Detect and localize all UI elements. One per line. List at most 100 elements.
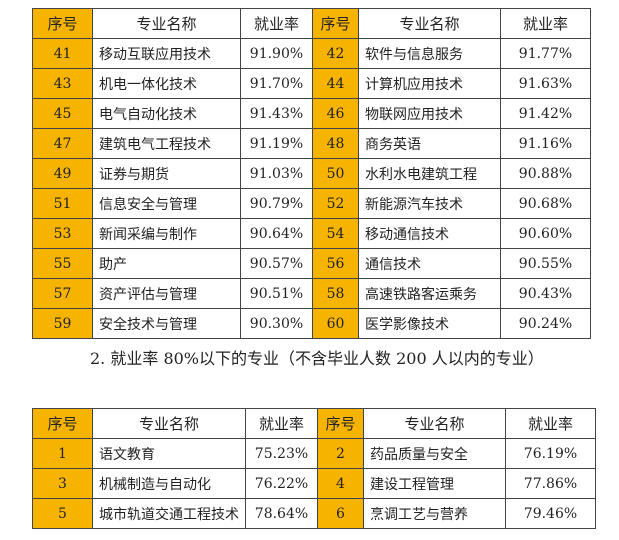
row: 1 语文教育 75.23% 2 药品质量与安全 76.19% (32, 438, 596, 469)
cell: 机械制造与自动化 (92, 468, 246, 499)
cell: 42 (312, 38, 359, 69)
cell: 45 (32, 98, 93, 129)
cell: 物联网应用技术 (358, 98, 501, 129)
cell: 59 (32, 308, 93, 339)
cell: 43 (32, 68, 93, 99)
cell: 91.70% (240, 68, 313, 99)
cell: 56 (312, 248, 359, 279)
row: 57 资产评估与管理 90.51% 58 高速铁路客运乘务 90.43% (32, 278, 591, 309)
cell: 48 (312, 128, 359, 159)
row: 43 机电一体化技术 91.70% 44 计算机应用技术 91.63% (32, 68, 591, 99)
cell: 建设工程管理 (363, 468, 506, 499)
header-cell: 专业名称 (358, 8, 501, 39)
row: 53 新闻采编与制作 90.64% 54 移动通信技术 90.60% (32, 218, 591, 249)
cell: 91.77% (500, 38, 591, 69)
cell: 75.23% (245, 438, 318, 469)
cell: 资产评估与管理 (92, 278, 241, 309)
cell: 90.68% (500, 188, 591, 219)
cell: 6 (317, 498, 364, 529)
cell: 2 (317, 438, 364, 469)
cell: 53 (32, 218, 93, 249)
cell: 药品质量与安全 (363, 438, 506, 469)
cell: 商务英语 (358, 128, 501, 159)
cell: 90.57% (240, 248, 313, 279)
header-row: 序号 专业名称 就业率 序号 专业名称 就业率 (32, 8, 591, 39)
cell: 44 (312, 68, 359, 99)
cell: 90.51% (240, 278, 313, 309)
header-cell: 序号 (317, 408, 364, 439)
cell: 1 (32, 438, 93, 469)
cell: 91.63% (500, 68, 591, 99)
section-heading: 2. 就业率 80%以下的专业（不含毕业人数 200 人以内的专业） (90, 349, 544, 368)
cell: 79.46% (505, 498, 596, 529)
table: 序号 专业名称 就业率 序号 专业名称 就业率 41 移动互联应用技术 91.90% 42 软件与信… (32, 8, 591, 339)
cell: 52 (312, 188, 359, 219)
header-cell: 专业名称 (92, 8, 241, 39)
row: 49 证券与期货 91.03% 50 水利水电建筑工程 90.88% (32, 158, 591, 189)
cell: 47 (32, 128, 93, 159)
cell: 90.60% (500, 218, 591, 249)
cell: 50 (312, 158, 359, 189)
header-cell: 序号 (32, 8, 93, 39)
cell: 46 (312, 98, 359, 129)
cell: 91.90% (240, 38, 313, 69)
cell: 55 (32, 248, 93, 279)
cell: 电气自动化技术 (92, 98, 241, 129)
cell: 41 (32, 38, 93, 69)
cell: 安全技术与管理 (92, 308, 241, 339)
header-cell: 序号 (312, 8, 359, 39)
header-cell: 就业率 (245, 408, 318, 439)
cell: 54 (312, 218, 359, 249)
cell: 76.19% (505, 438, 596, 469)
cell: 90.43% (500, 278, 591, 309)
cell: 高速铁路客运乘务 (358, 278, 501, 309)
header-cell: 就业率 (500, 8, 591, 39)
header-cell: 序号 (32, 408, 93, 439)
cell: 烹调工艺与营养 (363, 498, 506, 529)
cell: 医学影像技术 (358, 308, 501, 339)
cell: 5 (32, 498, 93, 529)
cell: 语文教育 (92, 438, 246, 469)
cell: 90.30% (240, 308, 313, 339)
header-cell: 专业名称 (363, 408, 506, 439)
row: 3 机械制造与自动化 76.22% 4 建设工程管理 77.86% (32, 468, 596, 499)
cell: 助产 (92, 248, 241, 279)
cell: 新闻采编与制作 (92, 218, 241, 249)
cell: 建筑电气工程技术 (92, 128, 241, 159)
cell: 49 (32, 158, 93, 189)
cell: 91.42% (500, 98, 591, 129)
cell: 91.19% (240, 128, 313, 159)
cell: 77.86% (505, 468, 596, 499)
cell: 新能源汽车技术 (358, 188, 501, 219)
row: 47 建筑电气工程技术 91.19% 48 商务英语 91.16% (32, 128, 591, 159)
row: 5 城市轨道交通工程技术 78.64% 6 烹调工艺与营养 79.46% (32, 498, 596, 529)
cell: 移动互联应用技术 (92, 38, 241, 69)
table: 序号 专业名称 就业率 序号 专业名称 就业率 1 语文教育 75.23% 2 药品质量与安全 76.… (32, 408, 596, 529)
cell: 91.03% (240, 158, 313, 189)
cell: 计算机应用技术 (358, 68, 501, 99)
cell: 90.88% (500, 158, 591, 189)
cell: 信息安全与管理 (92, 188, 241, 219)
cell: 60 (312, 308, 359, 339)
row: 41 移动互联应用技术 91.90% 42 软件与信息服务 91.77% (32, 38, 591, 69)
cell: 软件与信息服务 (358, 38, 501, 69)
cell: 90.55% (500, 248, 591, 279)
header-cell: 专业名称 (92, 408, 246, 439)
cell: 移动通信技术 (358, 218, 501, 249)
row: 51 信息安全与管理 90.79% 52 新能源汽车技术 90.68% (32, 188, 591, 219)
row: 59 安全技术与管理 90.30% 60 医学影像技术 90.24% (32, 308, 591, 339)
cell: 90.79% (240, 188, 313, 219)
header-cell: 就业率 (505, 408, 596, 439)
cell: 通信技术 (358, 248, 501, 279)
row: 45 电气自动化技术 91.43% 46 物联网应用技术 91.42% (32, 98, 591, 129)
cell: 57 (32, 278, 93, 309)
header-row: 序号 专业名称 就业率 序号 专业名称 就业率 (32, 408, 596, 439)
cell: 51 (32, 188, 93, 219)
cell: 91.16% (500, 128, 591, 159)
cell: 水利水电建筑工程 (358, 158, 501, 189)
cell: 78.64% (245, 498, 318, 529)
cell: 90.64% (240, 218, 313, 249)
cell: 证券与期货 (92, 158, 241, 189)
cell: 90.24% (500, 308, 591, 339)
cell: 58 (312, 278, 359, 309)
